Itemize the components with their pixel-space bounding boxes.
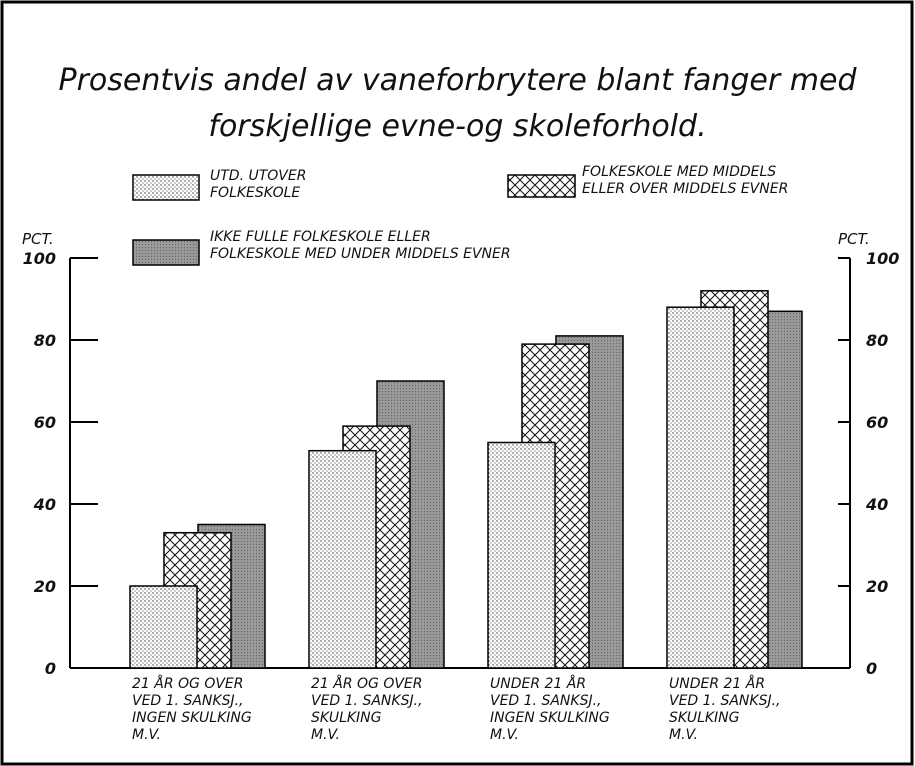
y-tick-label-right: 60 (866, 413, 888, 432)
y-tick-label: 0 (45, 659, 56, 678)
y-tick-label: 40 (33, 495, 56, 514)
x-tick-label: UNDER 21 ÅR VED 1. SANKSJ., SKULKING M.V… (669, 676, 781, 743)
legend-label: FOLKESKOLE MED MIDDELS ELLER OVER MIDDEL… (582, 164, 789, 197)
x-tick-label: 21 ÅR OG OVER VED 1. SANKSJ., SKULKING M… (311, 676, 423, 743)
chart-title: Prosentvis andel av vaneforbrytere blant… (58, 63, 857, 144)
x-tick-label: 21 ÅR OG OVER VED 1. SANKSJ., INGEN SKUL… (132, 676, 252, 743)
legend-swatch (507, 174, 576, 198)
y-tick-label: 100 (23, 249, 56, 268)
y-tick-label-right: 100 (866, 249, 899, 268)
y-tick-label-right: 40 (865, 495, 888, 514)
bar (666, 306, 735, 669)
legend-swatch (132, 174, 200, 201)
x-tick-label: UNDER 21 ÅR VED 1. SANKSJ., INGEN SKULKI… (490, 676, 610, 743)
bar (487, 441, 556, 669)
y-tick-label: 60 (34, 413, 56, 432)
legend-label: UTD. UTOVER FOLKESKOLE (210, 168, 307, 201)
bar (129, 585, 198, 669)
y-tick-label: 80 (34, 331, 56, 350)
legend-swatch (132, 239, 200, 266)
bar (308, 449, 377, 669)
y-tick-label: 20 (34, 577, 56, 596)
y-axis-label-right: PCT. (838, 230, 870, 248)
y-tick-label-right: 20 (866, 577, 888, 596)
y-tick-label-right: 0 (866, 659, 877, 678)
legend-label: IKKE FULLE FOLKESKOLE ELLER FOLKESKOLE M… (210, 229, 511, 262)
y-axis-label: PCT. (22, 230, 54, 248)
y-tick-label-right: 80 (866, 331, 888, 350)
